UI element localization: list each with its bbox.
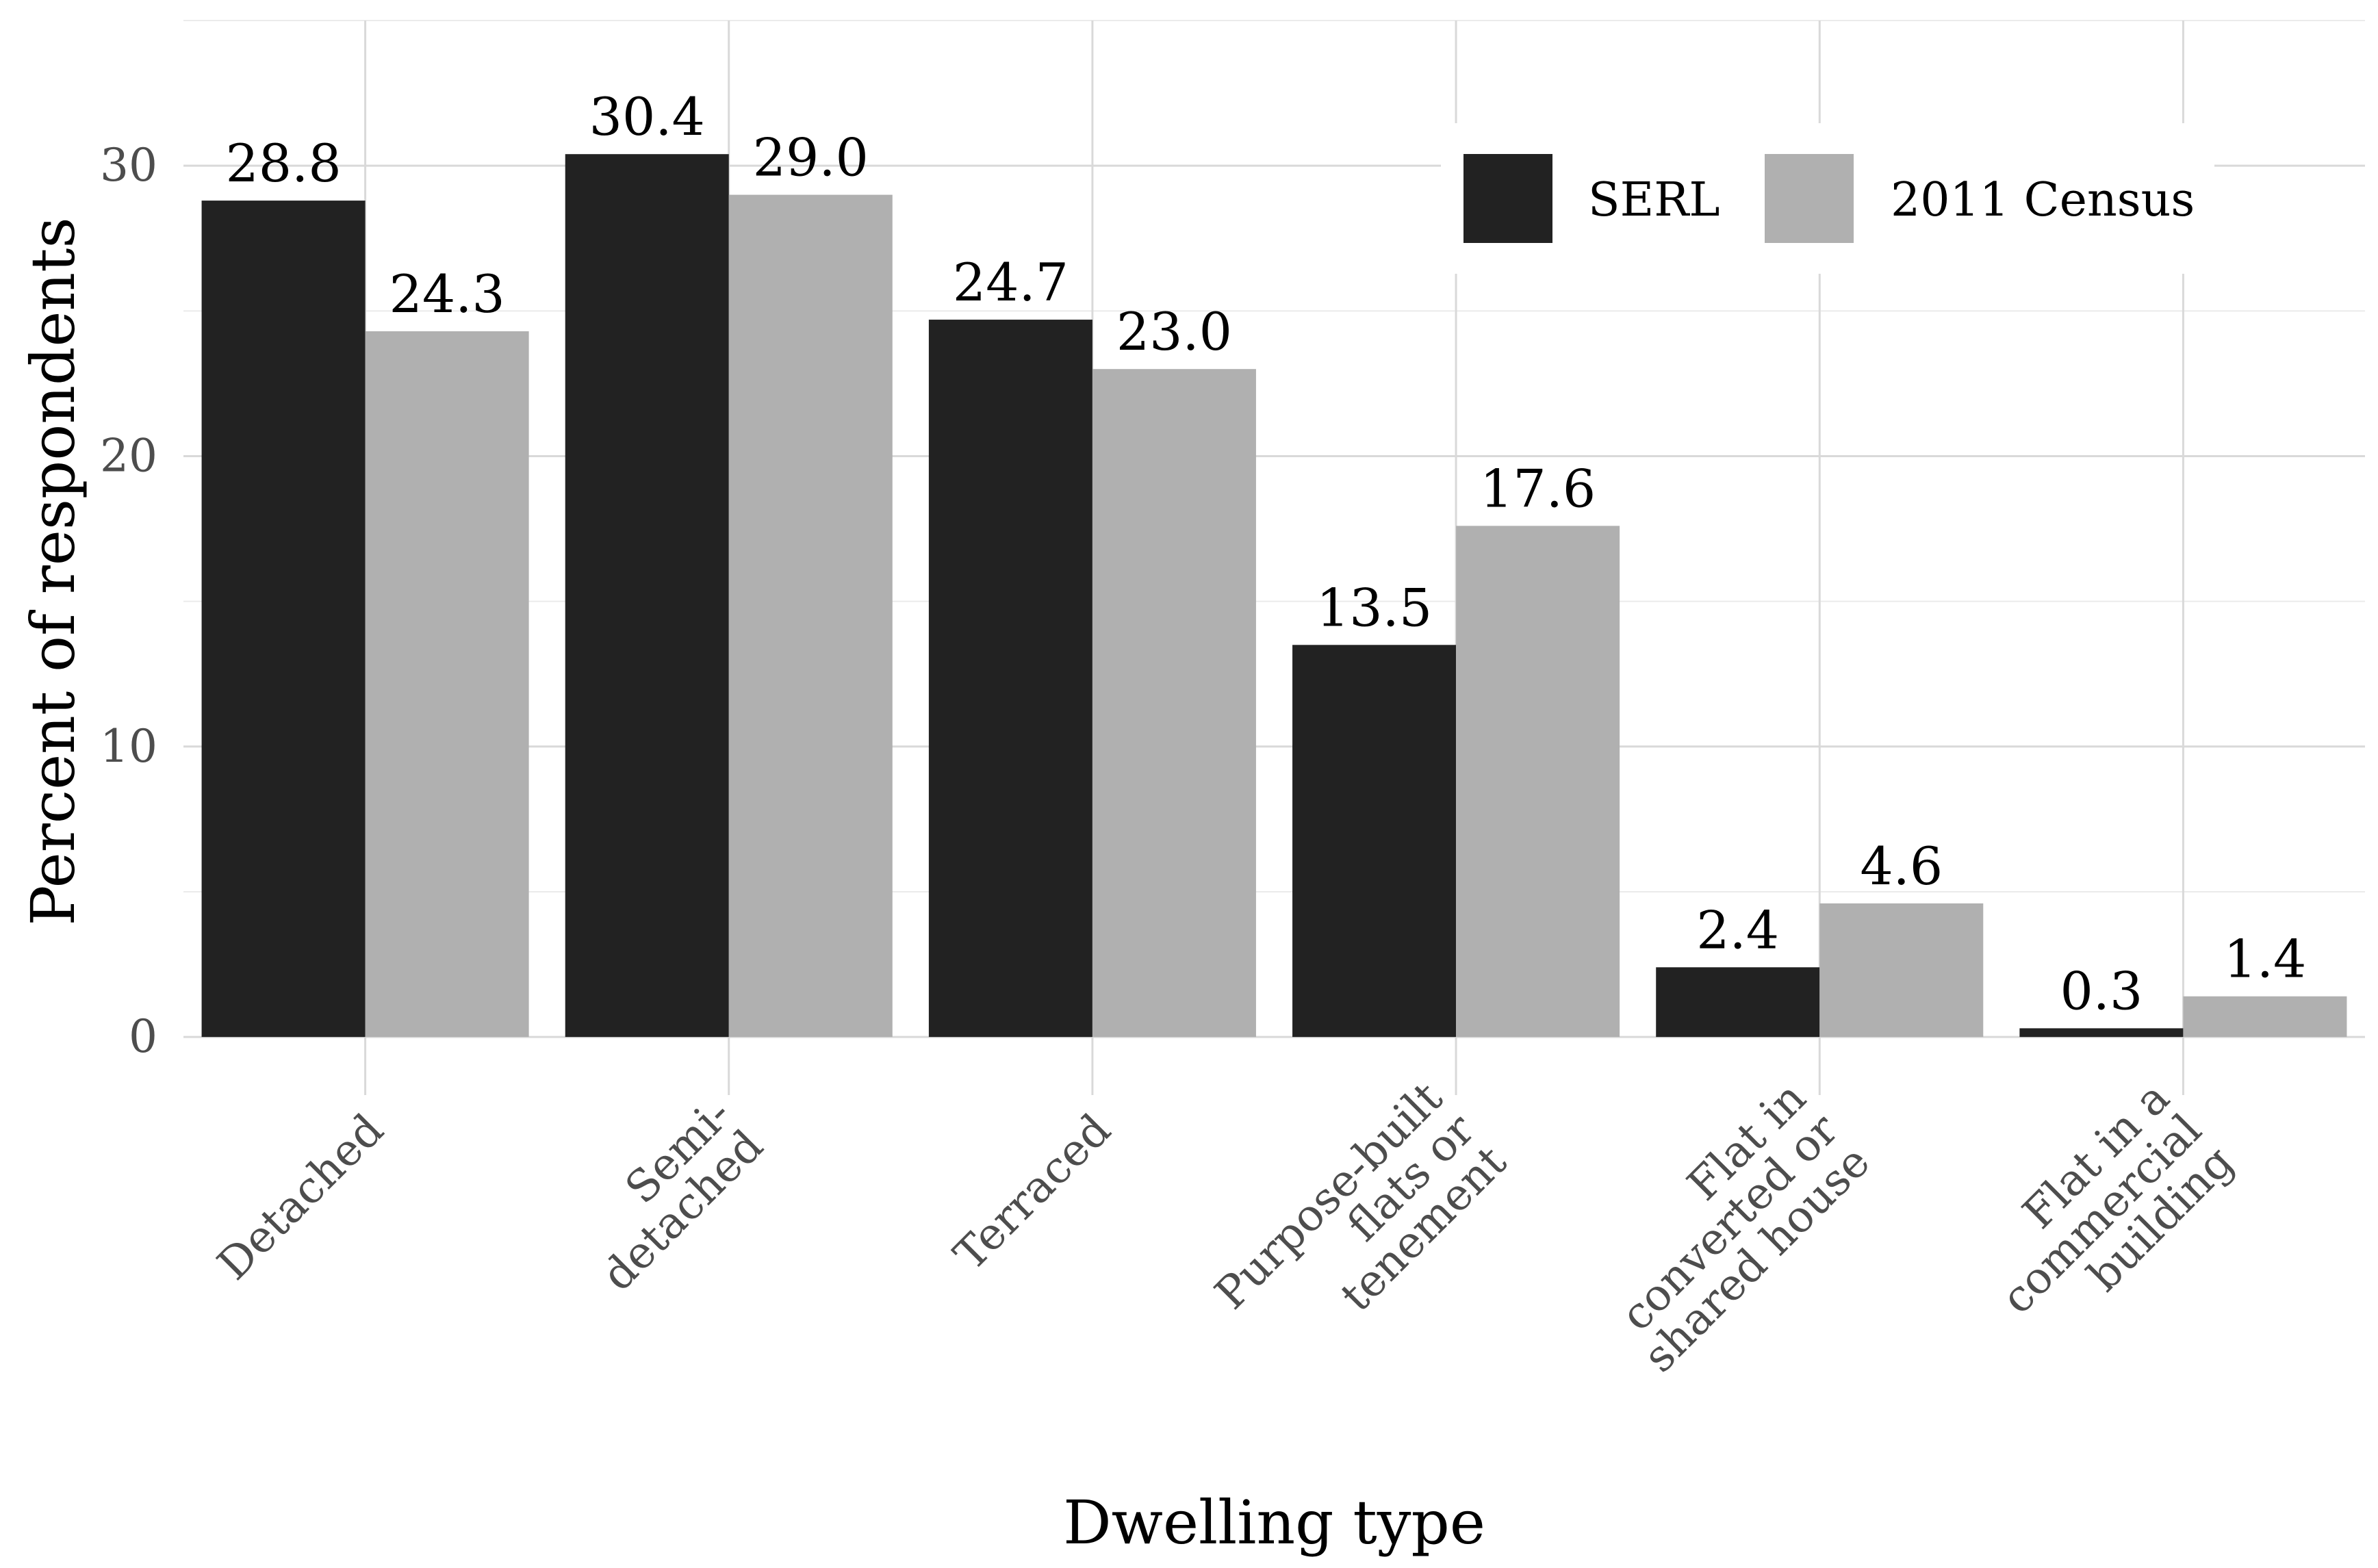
x-tick-label: Terraced [945, 1105, 1121, 1281]
x-tick-label: Detached [208, 1105, 394, 1290]
x-tick-label: Semi-detached [561, 1089, 773, 1301]
x-tick-line: Terraced [945, 1105, 1121, 1281]
bar-census [1092, 369, 1256, 1038]
bar-value-label: 2.4 [1696, 899, 1779, 960]
bar-census [365, 331, 529, 1038]
x-tick-label: Purpose-builtflats ortenement [1205, 1072, 1516, 1383]
bar-value-label: 1.4 [2223, 929, 2306, 990]
bar-value-label: 29.0 [753, 127, 869, 188]
bar-serl [928, 320, 1092, 1038]
y-axis-ticks: 0 10 20 30 [100, 139, 157, 1063]
bar-value-label: 30.4 [589, 86, 705, 147]
y-axis-title: Percent of respondents [18, 217, 88, 925]
x-tick-line: Detached [208, 1105, 394, 1290]
bar-value-label: 13.5 [1316, 577, 1432, 638]
bar-census [1819, 903, 1984, 1038]
x-axis-ticks: Detached Semi-detached Terraced Purpose-bui… [208, 1072, 2243, 1383]
bar-serl [1656, 967, 1820, 1038]
legend-label-census: 2011 Census [1891, 173, 2195, 227]
legend-key-serl [1463, 154, 1552, 243]
bar-census [728, 194, 893, 1038]
y-tick-label: 30 [100, 139, 157, 192]
bar-value-label: 28.8 [225, 133, 341, 194]
x-axis-title: Dwelling type [1063, 1487, 1485, 1558]
bar-value-label: 17.6 [1480, 458, 1596, 519]
bar-value-label: 24.3 [389, 264, 504, 324]
legend-label-serl: SERL [1588, 173, 1720, 227]
bars [201, 154, 2347, 1038]
bar-value-labels: 28.8 30.4 24.7 13.5 2.4 0.3 24.3 29.0 23.0 17.6 4.… [225, 86, 2306, 1021]
y-tick-label: 20 [100, 429, 157, 482]
bar-census [2183, 996, 2347, 1038]
bar-value-label: 23.0 [1116, 301, 1232, 362]
bar-serl [201, 201, 366, 1038]
bar-serl [1292, 645, 1457, 1038]
legend-key-census [1765, 154, 1854, 243]
x-tick-label: Flat inconverted orshared house [1570, 1072, 1880, 1383]
bar-census [1456, 526, 1620, 1038]
x-tick-label: Flat in acommercialbuilding [1960, 1072, 2244, 1356]
bar-value-label: 0.3 [2060, 960, 2143, 1021]
bar-serl [565, 154, 729, 1038]
bar-value-label: 24.7 [953, 252, 1069, 313]
bar-serl [2019, 1028, 2184, 1038]
y-tick-label: 0 [129, 1010, 157, 1063]
bar-value-label: 4.6 [1860, 836, 1943, 897]
y-tick-label: 10 [100, 720, 157, 773]
legend: SERL 2011 Census [1441, 123, 2214, 274]
